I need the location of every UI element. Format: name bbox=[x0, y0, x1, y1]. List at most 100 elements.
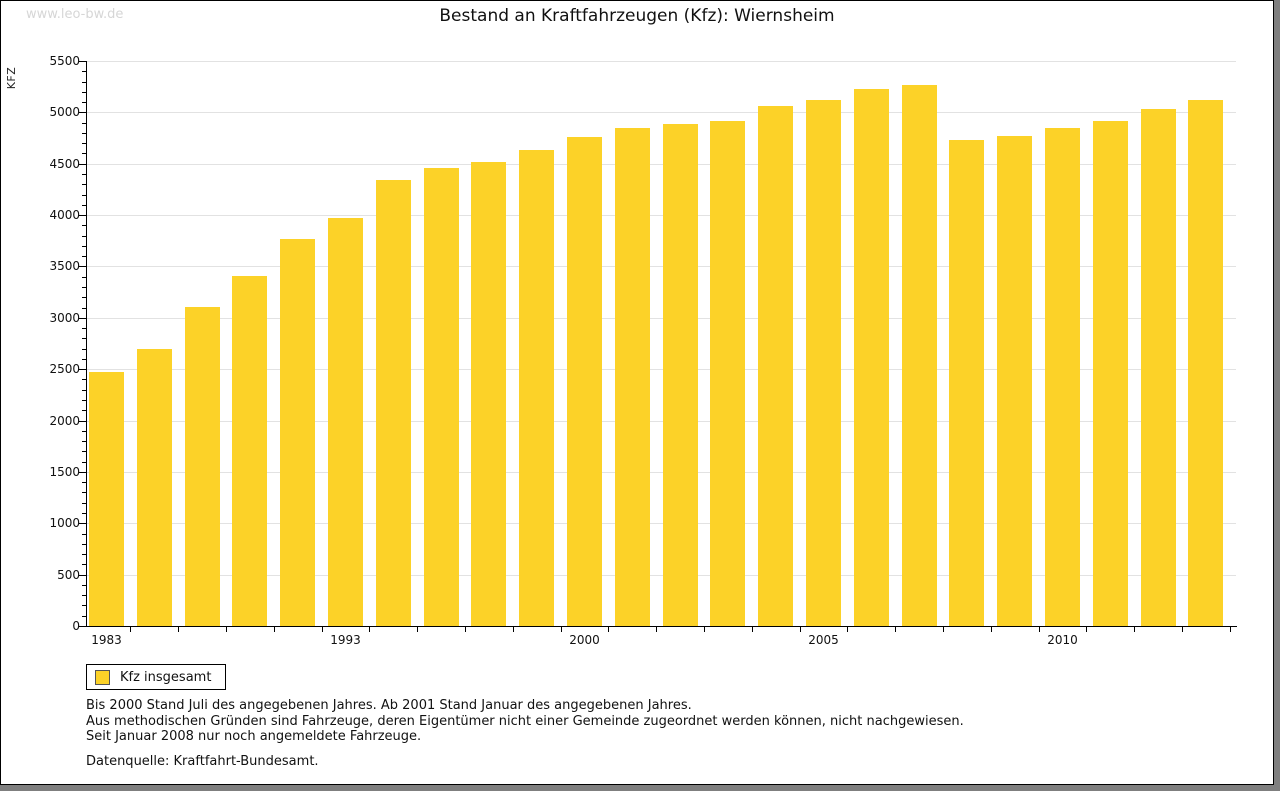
bar-2005 bbox=[806, 100, 841, 626]
y-minor-tick-2800 bbox=[82, 338, 86, 340]
gridline-4000 bbox=[87, 215, 1236, 217]
y-tick-label-1000: 1000 bbox=[49, 516, 80, 531]
x-tick-3 bbox=[226, 627, 227, 632]
y-major-tick-5500 bbox=[79, 61, 86, 62]
bar-2000 bbox=[567, 137, 602, 626]
y-major-tick-0 bbox=[79, 626, 86, 627]
footnote-line-1: Bis 2000 Stand Juli des angegebenen Jahr… bbox=[86, 698, 692, 713]
gridline-500 bbox=[87, 574, 1236, 576]
bar-2008 bbox=[949, 139, 985, 626]
x-tick-21 bbox=[1086, 627, 1088, 632]
x-tick-5 bbox=[321, 627, 323, 632]
x-tick-15 bbox=[799, 627, 801, 632]
y-minor-tick-1100 bbox=[82, 513, 86, 514]
x-tick-12 bbox=[656, 627, 658, 632]
bar-2003 bbox=[710, 120, 746, 626]
y-tick-label-3500: 3500 bbox=[49, 259, 80, 274]
x-tick-9 bbox=[512, 627, 514, 632]
footnote-line-2: Aus methodischen Gründen sind Fahrzeuge,… bbox=[86, 713, 964, 729]
x-tick-label-2010: 2010 bbox=[1047, 633, 1078, 647]
x-tick-6 bbox=[369, 627, 371, 632]
bar-2001 bbox=[614, 128, 650, 626]
y-minor-tick-3700 bbox=[82, 245, 86, 247]
bar-2011 bbox=[1092, 121, 1128, 626]
y-major-tick-5000 bbox=[79, 112, 86, 114]
x-tick-4 bbox=[273, 627, 275, 632]
y-minor-tick-2200 bbox=[82, 400, 86, 401]
x-tick-22 bbox=[1134, 627, 1136, 632]
y-minor-tick-4800 bbox=[82, 132, 86, 134]
y-axis-label: KFZ bbox=[5, 66, 18, 90]
y-minor-tick-2100 bbox=[82, 410, 86, 412]
watermark: www.leo-bw.de bbox=[26, 7, 124, 22]
x-tick-label-2000: 2000 bbox=[569, 633, 600, 647]
x-tick-18 bbox=[943, 627, 944, 632]
bar-2013 bbox=[1188, 99, 1224, 626]
x-tick-20 bbox=[1038, 627, 1040, 632]
plot-area bbox=[86, 61, 1237, 627]
y-tick-label-500: 500 bbox=[57, 567, 80, 582]
bar-1998 bbox=[471, 162, 507, 626]
y-minor-tick-5400 bbox=[82, 71, 86, 73]
gridline-5500 bbox=[87, 61, 1236, 62]
legend: Kfz insgesamt bbox=[86, 664, 227, 690]
y-tick-label-5500: 5500 bbox=[49, 54, 80, 68]
y-tick-label-1500: 1500 bbox=[49, 464, 80, 479]
x-tick-label-1983: 1983 bbox=[91, 633, 122, 647]
y-major-tick-2000 bbox=[79, 420, 86, 422]
x-tick-label-2005: 2005 bbox=[808, 633, 839, 647]
y-minor-tick-800 bbox=[82, 543, 86, 545]
x-tick-1 bbox=[130, 627, 132, 632]
y-tick-label-4000: 4000 bbox=[49, 208, 80, 223]
gridline-3000 bbox=[87, 317, 1236, 319]
y-minor-tick-3300 bbox=[82, 287, 86, 288]
y-minor-tick-2400 bbox=[82, 379, 86, 381]
chart-title: Bestand an Kraftfahrzeugen (Kfz): Wierns… bbox=[439, 6, 835, 26]
bar-1993 bbox=[328, 217, 363, 626]
y-tick-label-5000: 5000 bbox=[49, 105, 80, 120]
bar-1995 bbox=[375, 179, 411, 626]
y-tick-label-2000: 2000 bbox=[49, 413, 80, 428]
bar-2004 bbox=[758, 106, 794, 626]
y-tick-label-4500: 4500 bbox=[49, 156, 80, 171]
y-minor-tick-4300 bbox=[82, 184, 86, 186]
y-minor-tick-5300 bbox=[82, 81, 86, 83]
y-minor-tick-5100 bbox=[82, 102, 86, 104]
gridline-5000 bbox=[87, 112, 1236, 114]
y-minor-tick-400 bbox=[82, 584, 86, 586]
y-minor-tick-200 bbox=[82, 605, 86, 607]
x-tick-24 bbox=[1229, 627, 1231, 632]
bar-2007 bbox=[901, 84, 937, 626]
y-minor-tick-1300 bbox=[82, 492, 86, 494]
x-tick-19 bbox=[990, 627, 992, 632]
bar-1985 bbox=[136, 348, 172, 626]
y-minor-tick-2700 bbox=[82, 348, 86, 350]
y-major-tick-1500 bbox=[79, 471, 86, 473]
y-minor-tick-2900 bbox=[82, 328, 86, 330]
bar-1997 bbox=[423, 167, 459, 626]
y-minor-tick-4700 bbox=[82, 143, 86, 145]
footnote-line-3: Seit Januar 2008 nur noch angemeldete Fa… bbox=[86, 729, 422, 744]
x-tick-2 bbox=[178, 627, 180, 632]
bar-2009 bbox=[997, 135, 1033, 626]
y-minor-tick-3600 bbox=[82, 256, 86, 258]
y-minor-tick-4600 bbox=[82, 153, 86, 155]
gridline-1500 bbox=[87, 471, 1236, 473]
x-tick-7 bbox=[417, 627, 419, 632]
y-minor-tick-600 bbox=[82, 564, 86, 566]
y-major-tick-3500 bbox=[79, 266, 86, 268]
y-minor-tick-3100 bbox=[82, 307, 86, 309]
footnotes: Bis 2000 Stand Juli des angegebenen Jahr… bbox=[86, 698, 964, 745]
y-minor-tick-900 bbox=[82, 533, 86, 535]
y-minor-tick-1400 bbox=[82, 482, 86, 484]
gridline-2500 bbox=[87, 369, 1236, 371]
y-minor-tick-3800 bbox=[82, 235, 86, 237]
x-tick-label-1993: 1993 bbox=[330, 633, 361, 647]
y-minor-tick-1900 bbox=[82, 430, 86, 432]
legend-swatch-kfz-insgesamt bbox=[95, 669, 110, 685]
gridline-3500 bbox=[87, 266, 1236, 268]
bar-1983 bbox=[89, 371, 124, 626]
y-minor-tick-4400 bbox=[82, 174, 86, 175]
bar-1987 bbox=[184, 306, 220, 626]
